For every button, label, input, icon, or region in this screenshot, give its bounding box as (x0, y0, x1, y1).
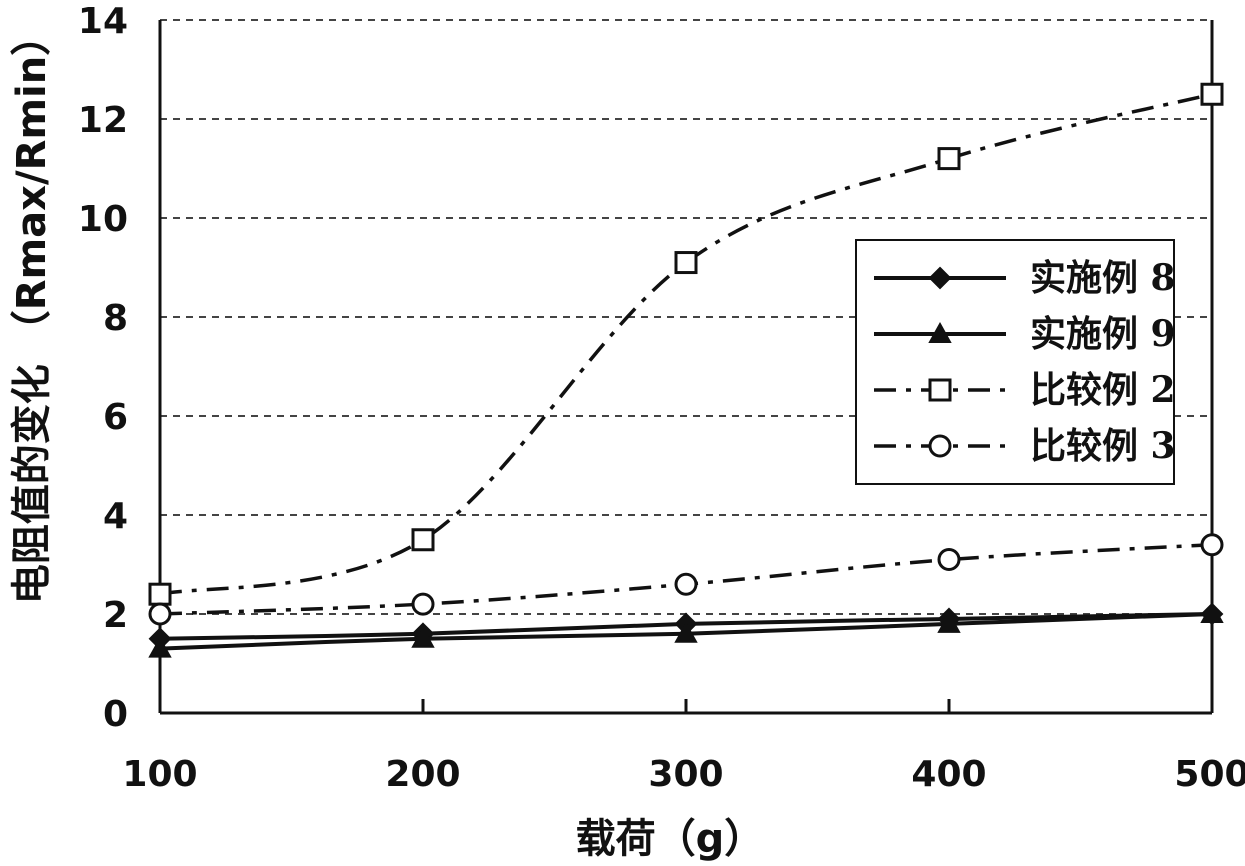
y-tick-label: 8 (103, 298, 128, 339)
y-tick-label: 12 (78, 100, 128, 141)
y-tick-label: 10 (78, 199, 128, 240)
circle-marker (930, 436, 950, 456)
circle-marker (939, 550, 959, 570)
y-tick-label: 0 (103, 694, 128, 735)
square-marker (1202, 84, 1222, 104)
x-tick-label: 500 (1174, 754, 1245, 795)
square-marker (676, 253, 696, 273)
square-marker (930, 380, 950, 400)
series-2 (150, 604, 1222, 657)
x-tick-label: 200 (385, 754, 460, 795)
circle-marker (413, 594, 433, 614)
x-tick-label: 300 (648, 754, 723, 795)
y-tick-label: 14 (78, 1, 128, 42)
square-marker (150, 584, 170, 604)
legend-label: 实施例 8 (1030, 257, 1176, 299)
legend-label: 比较例 2 (1030, 369, 1176, 411)
square-marker (413, 530, 433, 550)
y-axis-title: 电阻值的变化 （Rmax/Rmin） (9, 16, 55, 604)
circle-marker (150, 604, 170, 624)
y-tick-label: 6 (103, 397, 128, 438)
legend-label: 比较例 3 (1030, 425, 1176, 467)
x-axis-title: 载荷（g） (576, 816, 765, 862)
circle-marker (1202, 535, 1222, 555)
y-tick-label: 4 (103, 496, 128, 537)
circle-marker (676, 574, 696, 594)
legend: 实施例 8 实施例 9 比较例 2 比较例 3 (856, 240, 1176, 484)
square-marker (939, 149, 959, 169)
legend-label: 实施例 9 (1030, 313, 1176, 355)
x-tick-label: 400 (911, 754, 986, 795)
x-tick-label: 100 (122, 754, 197, 795)
y-tick-label: 2 (103, 595, 128, 636)
